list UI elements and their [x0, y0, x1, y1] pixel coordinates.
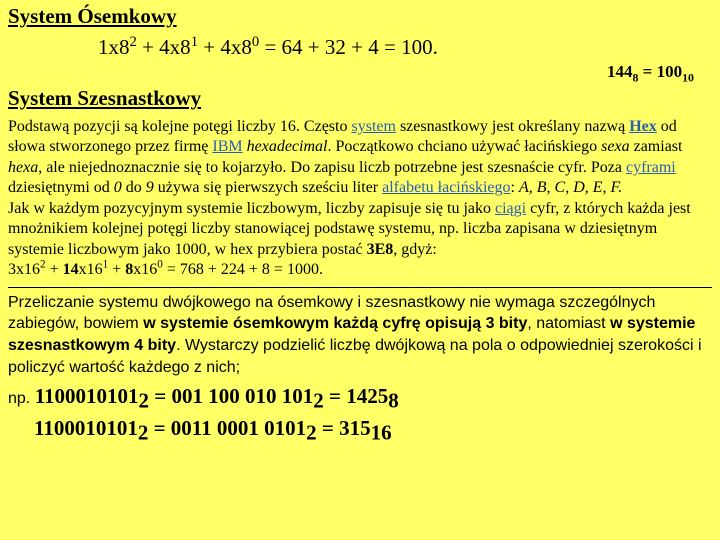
sup: 2: [130, 34, 137, 50]
heading-hex: System Szesnastkowy: [8, 86, 712, 111]
bold: w systemie ósemkowym każdą cyfrę opisują…: [143, 315, 527, 332]
text: używa się pierwszych sześciu liter: [154, 179, 382, 196]
link-system[interactable]: system: [351, 118, 395, 135]
text: x16: [133, 261, 157, 278]
sub: 2: [313, 389, 324, 413]
text: , gdyż:: [393, 241, 437, 258]
num: = 0011 0001 0101: [148, 416, 306, 440]
num: = 315: [317, 416, 371, 440]
italic: A, B, C, D, E, F.: [519, 179, 622, 196]
link-ciagi[interactable]: ciągi: [495, 200, 526, 217]
hex-paragraph: Podstawą pozycji są kolejne potęgi liczb…: [8, 117, 712, 281]
text: +: [108, 261, 125, 278]
example-1: np. 11000101012 = 001 100 010 1012 = 142…: [8, 384, 712, 410]
sub: 10: [682, 70, 694, 84]
num: 144: [607, 62, 633, 81]
text: Podstawą pozycji są kolejne potęgi liczb…: [8, 118, 351, 135]
italic: 9: [146, 179, 154, 196]
num: = 1425: [324, 384, 388, 408]
formula-part: + 4x8: [198, 35, 252, 59]
text: do: [122, 179, 146, 196]
bold: 14: [63, 261, 79, 278]
sub: 8: [388, 389, 399, 413]
formula-part: = 64 + 32 + 4 = 100.: [259, 35, 438, 59]
octal-formula: 1x82 + 4x81 + 4x80 = 64 + 32 + 4 = 100.: [98, 35, 712, 60]
heading-octal: System Ósemkowy: [8, 4, 712, 29]
sub: 2: [138, 420, 149, 444]
octal-result: 1448 = 10010: [8, 62, 694, 82]
text: zamiast: [630, 138, 683, 155]
label: np.: [8, 390, 35, 407]
text: +: [46, 261, 63, 278]
sub: 2: [306, 420, 317, 444]
text: dziesiętnymi od: [8, 179, 114, 196]
conversion-paragraph: Przeliczanie systemu dwójkowego na ósemk…: [8, 292, 712, 378]
text: 3x16: [8, 261, 40, 278]
link-hex[interactable]: Hex: [629, 118, 657, 135]
text: , ale niejednoznacznie się to kojarzyło.…: [38, 159, 626, 176]
formula-part: + 4x8: [137, 35, 191, 59]
num: = 001 100 010 101: [149, 384, 313, 408]
sup: 1: [191, 34, 198, 50]
italic: hexa: [8, 159, 38, 176]
num: = 100: [638, 62, 682, 81]
bold: 3E8: [367, 241, 394, 258]
italic: sexa: [601, 138, 629, 155]
formula-part: 1x8: [98, 35, 130, 59]
example-2: 11000101012 = 0011 0001 01012 = 31516: [34, 416, 712, 441]
text: szesnastkowy jest określany nazwą: [396, 118, 629, 135]
link-cyframi[interactable]: cyframi: [626, 159, 676, 176]
sub: 2: [139, 389, 150, 413]
text: Jak w każdym pozycyjnym systemie liczbow…: [8, 200, 495, 217]
num: 1100010101: [35, 384, 139, 408]
text: = 768 + 224 + 8 = 1000.: [163, 261, 323, 278]
italic: 0: [114, 179, 122, 196]
link-alfabet[interactable]: alfabetu łacińskiego: [382, 179, 510, 196]
document-page: System Ósemkowy 1x82 + 4x81 + 4x80 = 64 …: [0, 0, 720, 451]
italic: hexadecimal: [247, 138, 328, 155]
text: x16: [79, 261, 103, 278]
text: :: [511, 179, 519, 196]
text: . Początkowo chciano używać łacińskiego: [327, 138, 601, 155]
link-ibm[interactable]: IBM: [212, 138, 242, 155]
divider: [8, 287, 712, 288]
num: 1100010101: [34, 416, 138, 440]
text: , natomiast: [527, 315, 610, 332]
sub: 16: [371, 420, 392, 444]
